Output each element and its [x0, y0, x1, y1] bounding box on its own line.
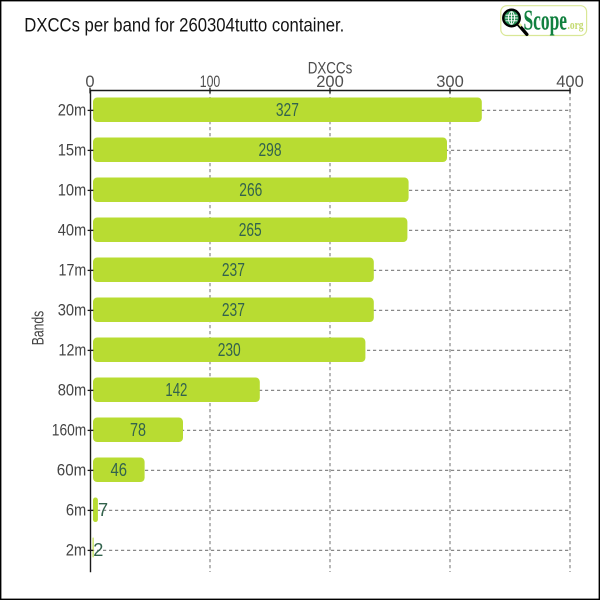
svg-text:DXCCs per band for 260304tutto: DXCCs per band for 260304tutto container…	[24, 14, 344, 36]
svg-text:7: 7	[98, 500, 108, 520]
svg-text:237: 237	[222, 260, 245, 280]
svg-text:327: 327	[276, 100, 299, 120]
svg-text:300: 300	[436, 73, 464, 91]
svg-text:265: 265	[239, 220, 262, 240]
svg-text:200: 200	[316, 73, 344, 91]
svg-text:100: 100	[200, 73, 221, 91]
svg-text:17m: 17m	[59, 262, 87, 280]
svg-text:20m: 20m	[58, 102, 87, 120]
svg-text:298: 298	[259, 140, 282, 160]
svg-text:237: 237	[222, 300, 245, 320]
svg-text:30m: 30m	[58, 302, 87, 320]
svg-text:40m: 40m	[58, 222, 87, 240]
svg-text:2: 2	[93, 540, 103, 560]
svg-text:46: 46	[111, 460, 128, 480]
svg-text:80m: 80m	[58, 382, 87, 400]
svg-text:10m: 10m	[58, 182, 87, 200]
svg-text:Bands: Bands	[30, 311, 48, 346]
svg-text:.org: .org	[568, 18, 585, 32]
svg-text:230: 230	[218, 340, 241, 360]
svg-text:400: 400	[556, 73, 584, 91]
svg-text:15m: 15m	[58, 142, 87, 160]
svg-text:DXCCs: DXCCs	[308, 59, 353, 77]
svg-text:Scope: Scope	[524, 5, 568, 36]
svg-text:60m: 60m	[57, 462, 87, 480]
svg-text:160m: 160m	[52, 422, 87, 440]
svg-text:142: 142	[165, 380, 187, 400]
svg-text:2m: 2m	[66, 542, 87, 560]
svg-text:266: 266	[239, 180, 262, 200]
svg-text:6m: 6m	[66, 502, 86, 520]
svg-text:12m: 12m	[59, 342, 87, 360]
svg-text:0: 0	[85, 73, 94, 91]
svg-text:78: 78	[130, 420, 146, 440]
